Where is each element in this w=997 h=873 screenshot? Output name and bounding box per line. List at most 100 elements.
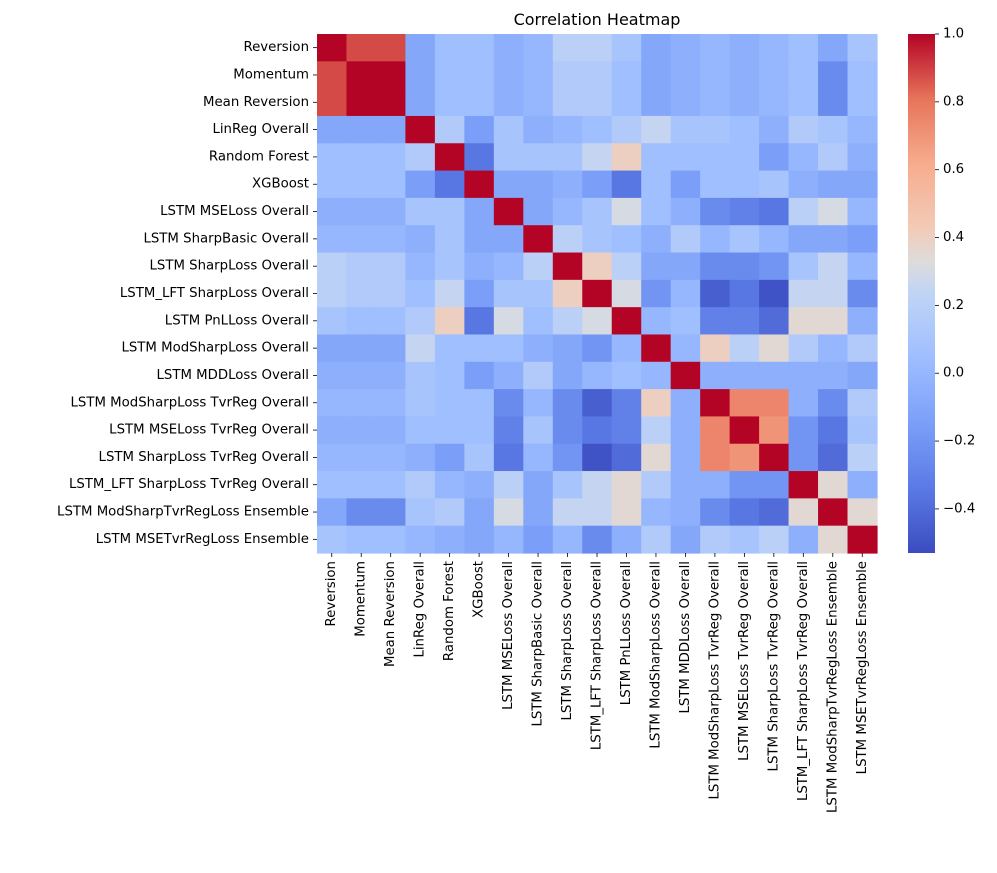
heatmap-cell xyxy=(375,115,407,144)
heatmap-cell xyxy=(434,416,465,445)
heatmap-cell xyxy=(434,498,465,527)
heatmap-cell xyxy=(346,88,377,117)
x-tick-label: LSTM_LFT SharpLoss Overall xyxy=(590,561,605,750)
heatmap-cell xyxy=(582,334,613,363)
heatmap-cell xyxy=(346,197,377,226)
heatmap-cell xyxy=(464,170,495,199)
heatmap-cell xyxy=(670,170,701,199)
heatmap-cell xyxy=(552,361,583,390)
heatmap-cell xyxy=(700,334,731,363)
heatmap-cell xyxy=(552,389,583,418)
heatmap-cell xyxy=(611,61,642,90)
colorbar-tick-label: −0.4 xyxy=(943,501,975,516)
heatmap-cell xyxy=(464,88,495,117)
heatmap-cell xyxy=(759,34,790,62)
heatmap-cell xyxy=(759,115,790,144)
heatmap-cell xyxy=(434,34,465,62)
heatmap-cell xyxy=(346,252,377,281)
heatmap-cell xyxy=(434,252,465,281)
heatmap-cell xyxy=(670,252,701,281)
heatmap-cell xyxy=(670,498,701,527)
y-tick-label: Reversion xyxy=(243,40,309,55)
heatmap-cell xyxy=(552,225,583,254)
heatmap-cell xyxy=(523,416,554,445)
y-tick-label: LSTM_LFT SharpLoss TvrReg Overall xyxy=(69,477,309,492)
heatmap-cell xyxy=(700,498,731,527)
heatmap-cell xyxy=(729,61,760,90)
heatmap-cell xyxy=(434,307,465,336)
heatmap-cell xyxy=(582,443,613,472)
x-tick-label: XGBoost xyxy=(472,561,487,618)
heatmap-cell xyxy=(847,34,878,62)
heatmap-cell xyxy=(375,34,407,62)
heatmap-cell xyxy=(700,307,731,336)
heatmap-cell xyxy=(847,525,878,554)
heatmap-cell xyxy=(552,61,583,90)
heatmap-cell xyxy=(847,416,878,445)
y-tick-label: Mean Reversion xyxy=(203,95,309,110)
heatmap-cell xyxy=(375,279,407,308)
heatmap-cell xyxy=(434,88,465,117)
heatmap-cell xyxy=(818,61,849,90)
heatmap-cell xyxy=(670,61,701,90)
heatmap-cell xyxy=(405,61,436,90)
heatmap-cell xyxy=(375,389,407,418)
heatmap-cell xyxy=(759,498,790,527)
heatmap-cell xyxy=(847,334,878,363)
heatmap-cell xyxy=(317,279,348,308)
heatmap-cell xyxy=(759,443,790,472)
heatmap-cell xyxy=(464,279,495,308)
heatmap-cell xyxy=(611,471,642,499)
heatmap-cell xyxy=(759,525,790,554)
heatmap-cell xyxy=(670,143,701,172)
chart-title: Correlation Heatmap xyxy=(514,10,681,29)
heatmap-cell xyxy=(464,334,495,363)
heatmap-cell xyxy=(818,88,849,117)
heatmap-cell xyxy=(641,416,672,445)
heatmap-cell xyxy=(582,143,613,172)
heatmap-cell xyxy=(523,143,554,172)
heatmap-cell xyxy=(405,361,436,390)
heatmap-cell xyxy=(818,443,849,472)
heatmap-cell xyxy=(847,471,878,499)
heatmap-cell xyxy=(346,143,377,172)
heatmap-cell xyxy=(346,416,377,445)
heatmap-cell xyxy=(641,389,672,418)
heatmap-cell xyxy=(847,279,878,308)
heatmap-cell xyxy=(788,170,819,199)
heatmap-cell xyxy=(670,471,701,499)
heatmap-cell xyxy=(788,252,819,281)
x-tick-label: LSTM SharpBasic Overall xyxy=(531,561,546,727)
heatmap-cell xyxy=(729,252,760,281)
heatmap-cell xyxy=(317,443,348,472)
heatmap-cell xyxy=(434,389,465,418)
heatmap-cell xyxy=(317,307,348,336)
heatmap-cell xyxy=(317,471,348,499)
heatmap-cell xyxy=(729,279,760,308)
heatmap-cell xyxy=(670,225,701,254)
heatmap-cell xyxy=(523,34,554,62)
x-tick-label: Random Forest xyxy=(442,561,457,661)
heatmap-cell xyxy=(464,498,495,527)
heatmap-cell xyxy=(523,361,554,390)
y-tick-label: LSTM SharpBasic Overall xyxy=(143,231,309,246)
colorbar-tick-label: 0.0 xyxy=(943,366,964,381)
heatmap-cell xyxy=(523,61,554,90)
heatmap-cell xyxy=(729,197,760,226)
heatmap-cell xyxy=(700,443,731,472)
heatmap-cell xyxy=(434,170,465,199)
y-tick-label: LSTM ModSharpLoss Overall xyxy=(121,341,309,356)
heatmap-cell xyxy=(818,225,849,254)
heatmap-cell xyxy=(493,170,524,199)
heatmap-cell xyxy=(464,61,495,90)
heatmap-cell xyxy=(700,252,731,281)
heatmap-cell xyxy=(641,61,672,90)
heatmap-cell xyxy=(523,471,554,499)
heatmap-cell xyxy=(759,307,790,336)
heatmap-cell xyxy=(759,88,790,117)
heatmap-cell xyxy=(346,34,377,62)
heatmap-cell xyxy=(405,334,436,363)
heatmap-cell xyxy=(434,471,465,499)
heatmap-cell xyxy=(493,197,524,226)
y-tick-label: LSTM MSELoss TvrReg Overall xyxy=(109,423,309,438)
